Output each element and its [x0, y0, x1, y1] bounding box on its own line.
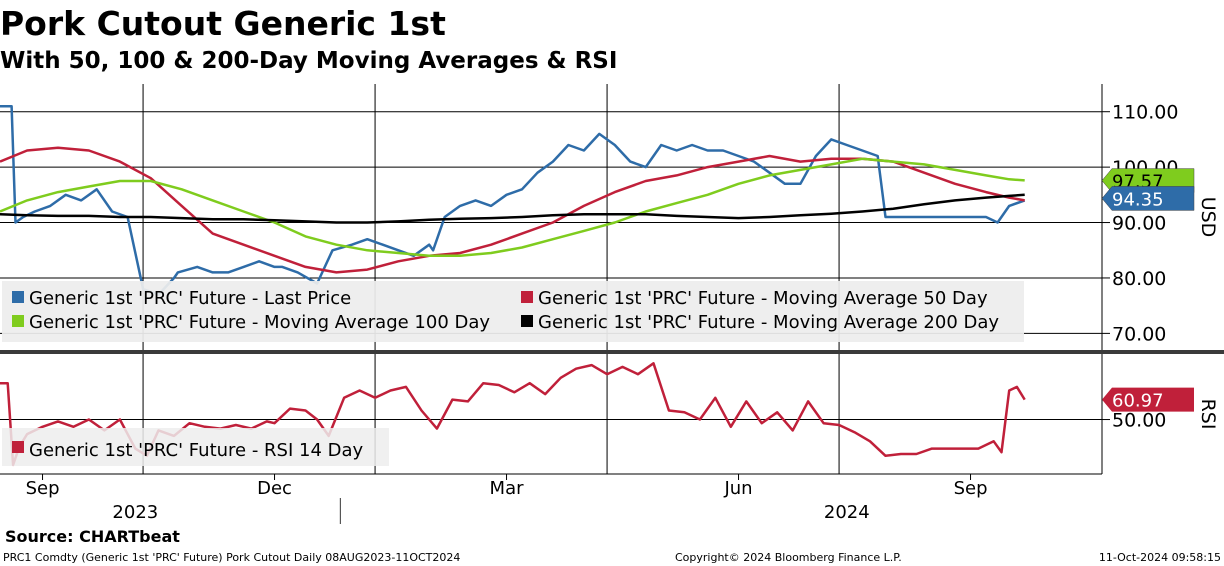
- rsi-panel: 50.00 RSI Generic 1st 'PRC' Future - RSI 1…: [0, 362, 1219, 467]
- y-axis-title: RSI: [1197, 399, 1219, 430]
- footer-copyright: Copyright© 2024 Bloomberg Finance L.P.: [675, 551, 902, 564]
- series-line-price-3: [0, 193, 1025, 224]
- chart-subtitle: With 50, 100 & 200-Day Moving Averages &…: [0, 48, 617, 74]
- legend-swatch: [521, 315, 533, 327]
- x-tick-label: Dec: [257, 478, 292, 499]
- footer-left: PRC1 Comdty (Generic 1st 'PRC' Future) P…: [3, 551, 460, 564]
- last-value-tag-text: 60.97: [1112, 391, 1164, 412]
- panel-separator: [0, 350, 1224, 354]
- y-tick-label: 50.00: [1112, 410, 1166, 432]
- y-axis-title: USD: [1197, 197, 1219, 238]
- x-tick-label: Mar: [490, 478, 525, 499]
- legend-label: Generic 1st 'PRC' Future - Moving Averag…: [538, 312, 999, 333]
- year-label: 2024: [824, 502, 870, 523]
- legend-background: [2, 428, 389, 466]
- y-tick-label: 80.00: [1112, 268, 1166, 290]
- legend-swatch: [12, 441, 24, 453]
- x-tick-label: Sep: [954, 478, 988, 499]
- x-axis: Sep Dec Mar Jun Sep 2023 2024: [0, 473, 1102, 524]
- last-value-tag-text: 94.35: [1112, 189, 1164, 210]
- source-label: Source: CHARTbeat: [5, 527, 180, 546]
- last-value-tag-box: [1102, 387, 1194, 412]
- last-value-tag: 94.35: [1101, 186, 1195, 211]
- legend-swatch: [12, 291, 24, 303]
- legend-label: Generic 1st 'PRC' Future - Last Price: [29, 288, 351, 309]
- year-label: 2023: [112, 502, 158, 523]
- legend-rsi: Generic 1st 'PRC' Future - RSI 14 Day: [2, 428, 389, 466]
- legend-main: Generic 1st 'PRC' Future - Last Price Gen…: [2, 281, 1024, 342]
- legend-background: [2, 281, 1024, 342]
- x-tick-label: Sep: [26, 478, 60, 499]
- legend-label: Generic 1st 'PRC' Future - RSI 14 Day: [29, 440, 364, 461]
- legend-swatch: [521, 291, 533, 303]
- last-value-tag: 60.97: [1102, 387, 1194, 412]
- y-tick-label: 70.00: [1112, 323, 1166, 345]
- footer-timestamp: 11-Oct-2024 09:58:15: [1099, 551, 1221, 564]
- y-tick-label: 110.00: [1112, 102, 1178, 124]
- series-line-price-2: [0, 157, 1025, 258]
- chart-title: Pork Cutout Generic 1st: [0, 4, 446, 43]
- legend-swatch: [12, 315, 24, 327]
- last-value-tag-box: [1101, 186, 1195, 211]
- series-line-price-0: [0, 104, 1026, 296]
- legend-label: Generic 1st 'PRC' Future - Moving Averag…: [538, 288, 988, 309]
- y-tick-label: 90.00: [1112, 213, 1166, 235]
- x-tick-label: Jun: [723, 478, 752, 499]
- legend-label: Generic 1st 'PRC' Future - Moving Averag…: [29, 312, 490, 333]
